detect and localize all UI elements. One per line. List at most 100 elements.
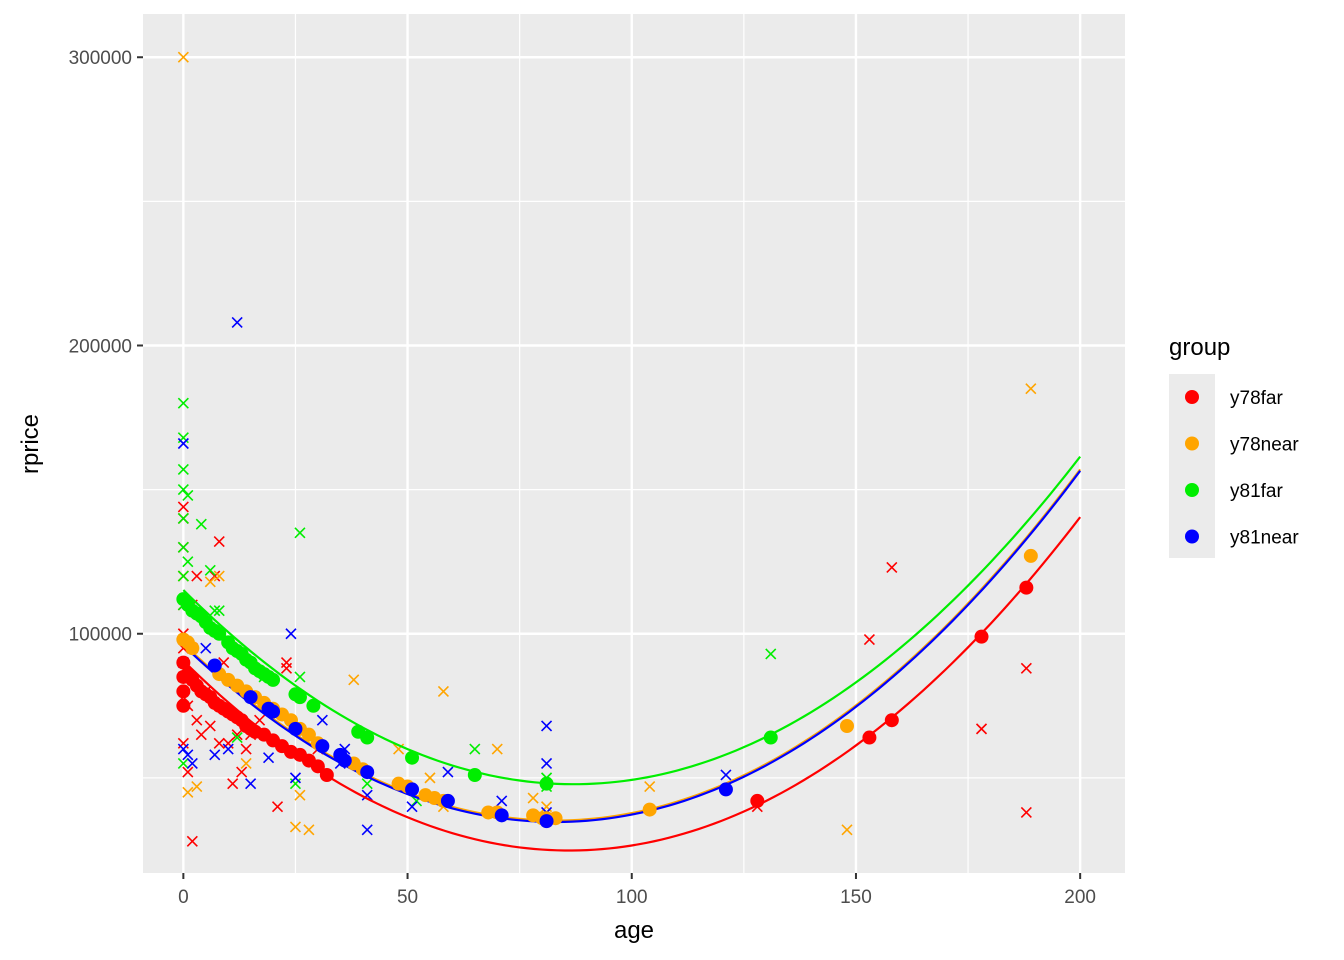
observed-point [186,757,198,770]
observed-point [236,766,248,778]
observed-point [213,605,225,617]
x-tick-label: 50 [397,887,418,908]
observed-point [285,628,297,640]
fitted-point [207,658,222,673]
observed-point [182,489,194,501]
fitted-point [718,782,733,797]
observed-point [361,789,373,801]
observed-point [209,605,221,617]
observed-point [177,501,189,513]
observed-point [240,757,252,770]
legend-key [1185,436,1199,451]
fitted-point [315,739,330,754]
observed-point [348,674,360,686]
fitted-point [405,750,420,765]
observed-point [195,518,207,530]
observed-point [540,720,553,732]
fitted-point [884,713,899,728]
observed-point [406,801,418,813]
observed-point [527,792,539,804]
y-tick-label: 100000 [69,625,132,646]
fitted-point [360,730,375,745]
fitted-point [440,793,455,808]
grid-major [143,14,1125,873]
observed-point [227,778,239,790]
fitted-series [207,658,733,829]
legend-key [1185,390,1199,404]
legend-key [1185,483,1199,497]
observed-point [231,731,243,744]
fitted-point [360,765,375,780]
observed-point [231,316,243,328]
legend-title: group [1169,334,1230,361]
observed-point [469,743,481,755]
observed-point [191,570,203,582]
observed-point [361,824,373,836]
fitted-point [539,776,554,791]
fitted-curve [182,470,1082,824]
fitted-point [750,793,765,808]
observed-point [496,795,508,807]
fitted-curve [182,455,1082,786]
observed-point [182,556,194,568]
observed-point [262,752,275,764]
observed-point [191,780,203,793]
y-tick-label: 300000 [69,48,132,69]
observed-point [177,541,189,553]
observed-point [213,535,225,548]
axes: 0 50 100 150 200 100000 200000 300000 [69,48,1096,908]
legend-label: y78near [1230,435,1299,456]
x-tick-label: 100 [616,887,648,908]
chart-marks [176,51,1082,852]
fitted-point [862,730,877,745]
observed-point [975,723,988,735]
fitted-point [176,698,191,713]
fitted-point [266,672,281,687]
observed-point [245,778,257,790]
observed-point [204,576,216,588]
observed-point [209,570,221,582]
observed-point [1020,806,1032,819]
fitted-point [763,730,778,745]
fitted-point [539,814,554,829]
observed-point [213,570,225,582]
legend-label: y81far [1230,481,1283,502]
fitted-point [185,641,200,656]
fitted-point [1019,580,1034,595]
observed-point [177,463,189,476]
observed-point [720,769,732,781]
fitted-point [306,698,321,713]
observed-point [765,648,777,660]
fitted-point [974,629,989,644]
y-tick-label: 200000 [69,336,132,357]
observed-point [294,789,306,801]
observed-point [841,824,853,836]
observed-point [289,772,302,784]
fitted-point [176,684,191,699]
observed-point [200,642,212,654]
observed-point [863,633,875,646]
observed-point [424,772,436,784]
observed-point [540,757,553,770]
fitted-point [642,802,657,817]
fitted-point [176,655,191,670]
observed-point [195,729,207,741]
fitted-point [1023,548,1038,563]
observed-point [437,685,449,697]
fitted-point [319,767,334,782]
observed-point [204,564,216,576]
fitted-series [176,592,778,791]
observed-point [186,835,198,847]
x-tick-label: 0 [178,887,189,908]
fitted-point [243,690,258,705]
observed-point [231,729,243,741]
observed-point [177,51,189,63]
observed-point [191,714,203,726]
fitted-point [288,721,303,736]
observed-point [177,512,189,525]
observed-point [316,714,328,726]
x-tick-label: 200 [1064,887,1096,908]
observed-series [177,397,777,807]
observed-point [491,743,503,755]
observed-point [182,766,194,778]
